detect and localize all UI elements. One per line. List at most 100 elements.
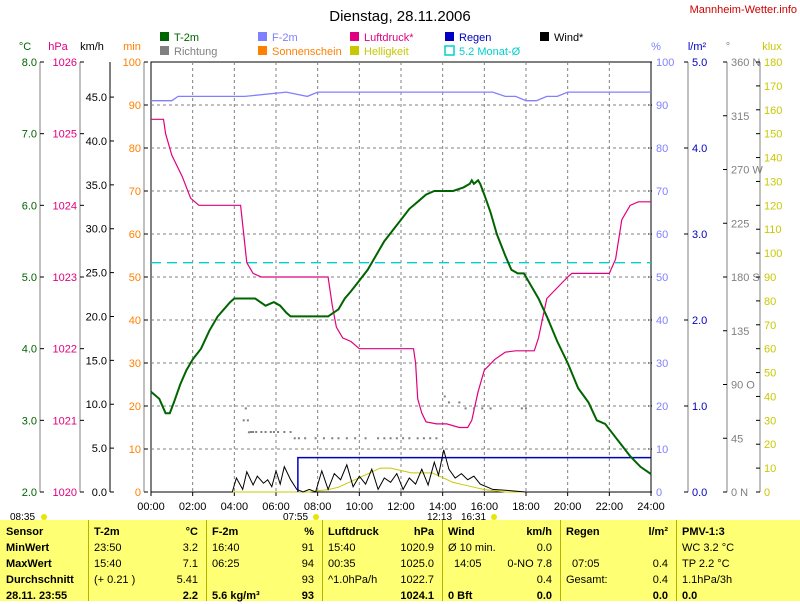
direction-point (246, 419, 249, 422)
cell: 0.0 (536, 542, 552, 554)
col-druck-head: Luftdruck (328, 526, 379, 538)
legend-swatch (258, 32, 267, 41)
col-t2m-head: T-2m (94, 526, 120, 538)
row-label-max: MaxWert (6, 558, 52, 570)
col-wind-head: Wind (448, 526, 475, 538)
left-axis-label: 90 (129, 100, 141, 112)
col-divider (560, 520, 561, 601)
sunrise-marker (41, 514, 47, 520)
direction-point (247, 431, 250, 434)
cell: 06:25 (212, 558, 240, 570)
brand-link[interactable]: Mannheim-Wetter.info (690, 4, 797, 16)
legend-label: T-2m (174, 32, 199, 44)
left-axis-label: 6.0 (22, 200, 37, 212)
right-axis-unit: % (651, 41, 661, 53)
left-axis-unit: °C (19, 41, 31, 53)
left-axis-label: 15.0 (86, 355, 107, 367)
legend-label: Wind* (554, 32, 584, 44)
chart-title: Dienstag, 28.11.2006 (329, 8, 471, 25)
col-f2m-unit: % (304, 526, 314, 538)
cell: 0.0 (536, 590, 552, 602)
left-axis-label: 30 (129, 358, 141, 370)
left-axis-label: 40.0 (86, 136, 107, 148)
x-tick-label: 10:00 (346, 501, 374, 513)
direction-point (520, 407, 523, 410)
row-label-min: MinWert (6, 542, 50, 554)
x-tick-label: 22:00 (596, 501, 624, 513)
direction-point (297, 437, 300, 440)
direction-point (408, 437, 411, 440)
x-tick-label: 06:00 (262, 501, 290, 513)
legend-label: Regen (459, 32, 491, 44)
x-tick-label: 16:00 (471, 501, 499, 513)
col-druck: Luftdruck hPa 15:40 1020.9 00:35 1025.0 ^1.… (328, 524, 440, 602)
right-axis-unit: l/m² (688, 41, 707, 53)
direction-point (345, 437, 348, 440)
right-axis-label: 4.0 (692, 143, 707, 155)
legend-label: 5.2 Monat-Ø (459, 46, 521, 58)
direction-point (354, 437, 357, 440)
col-t2m-unit: °C (185, 526, 198, 538)
direction-point (377, 437, 380, 440)
col-divider (322, 520, 323, 601)
left-axis-label: 10.0 (86, 399, 107, 411)
row-labels: Sensor MinWert MaxWert Durchschnitt 28.1… (6, 524, 88, 602)
direction-point (293, 437, 296, 440)
cell: WC 3.2 °C (682, 542, 735, 554)
x-tick-label: 02:00 (179, 501, 207, 513)
left-axis-label: 0 (135, 487, 141, 499)
series-regen (297, 456, 651, 492)
x-tick-label: 24:00 (637, 501, 665, 513)
right-axis-label: 130 (764, 176, 782, 188)
legend-label: Luftdruck* (364, 32, 414, 44)
cell: 93 (301, 574, 314, 586)
x-tick-label: 18:00 (512, 501, 540, 513)
left-axis-label: 80 (129, 143, 141, 155)
right-axis-label: 150 (764, 129, 782, 141)
cell: 23:50 (94, 542, 122, 554)
right-axis-label: 135 (731, 326, 749, 338)
cell: 94 (301, 558, 314, 570)
x-tick-label: 04:00 (221, 501, 249, 513)
left-axis-label: 100 (123, 57, 141, 69)
chart-axes: 00:00 02:00 04:00 06:00 08:00 10:00 12:00 14:00… (10, 41, 782, 520)
row-label-avg: Durchschnitt (6, 574, 74, 586)
right-axis-label: 10 (764, 463, 776, 475)
left-axis-label: 3.0 (22, 415, 37, 427)
cell: 0 Bft (448, 590, 473, 602)
cell: 1022.7 (400, 574, 434, 586)
left-axis-label: 1023 (53, 272, 77, 284)
right-axis-label: 100 (764, 248, 782, 260)
x-tick-label: 00:00 (137, 501, 165, 513)
direction-point (447, 401, 450, 404)
direction-point (289, 431, 292, 433)
cell: Ø 10 min. (448, 542, 496, 554)
left-axis-unit: km/h (80, 41, 104, 53)
cell: 0-NO 7.8 (507, 558, 552, 570)
right-axis-label: 30 (764, 415, 776, 427)
legend-swatch (160, 46, 169, 55)
direction-point (402, 437, 405, 440)
col-regen: Regen l/m² 07:05 0.4 Gesamt: 0.4 0.0 (566, 524, 674, 602)
chart-grid (150, 61, 652, 493)
sunrise-label: 08:35 (10, 512, 35, 520)
right-axis-label: 0.0 (692, 487, 707, 499)
row-label-sensor: Sensor (6, 526, 44, 538)
cell: 5.6 kg/m³ (212, 590, 260, 602)
cell: 1020.9 (400, 542, 434, 554)
direction-point (242, 419, 245, 422)
cell: (+ 0.21 ) (94, 574, 136, 586)
col-divider (206, 520, 207, 601)
series-t-2m (150, 178, 652, 475)
col-divider (442, 520, 443, 601)
right-axis-label: 140 (764, 153, 782, 165)
right-axis-label: 90 (656, 100, 668, 112)
col-wind-unit: km/h (526, 526, 552, 538)
left-axis-label: 40 (129, 315, 141, 327)
legend-swatch (350, 32, 359, 41)
legend-swatch (540, 32, 549, 41)
direction-point (264, 431, 267, 433)
right-axis-label: 90 O (731, 380, 755, 392)
chart-legend: T-2m F-2m Luftdruck* Regen Wind* Richtung Sonn… (160, 32, 584, 58)
cell: 0.4 (652, 574, 668, 586)
